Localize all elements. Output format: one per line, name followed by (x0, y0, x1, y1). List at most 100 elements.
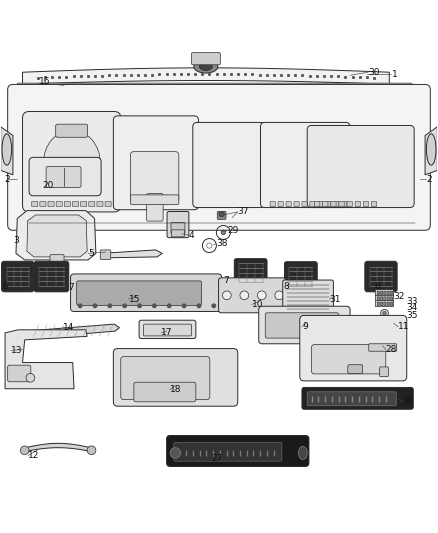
FancyBboxPatch shape (371, 201, 377, 207)
Text: 3: 3 (13, 236, 19, 245)
FancyBboxPatch shape (390, 297, 392, 300)
Circle shape (258, 291, 266, 300)
Text: 7: 7 (68, 283, 74, 292)
FancyBboxPatch shape (363, 201, 368, 207)
Circle shape (221, 230, 226, 235)
FancyBboxPatch shape (377, 291, 379, 295)
Text: 6: 6 (374, 281, 380, 290)
Text: 6: 6 (2, 281, 8, 290)
FancyBboxPatch shape (17, 83, 412, 88)
Circle shape (332, 321, 342, 332)
FancyBboxPatch shape (323, 201, 328, 207)
FancyBboxPatch shape (259, 306, 350, 344)
FancyBboxPatch shape (193, 123, 265, 207)
Text: 36: 36 (403, 397, 414, 406)
FancyBboxPatch shape (310, 201, 315, 207)
FancyBboxPatch shape (167, 212, 189, 238)
FancyBboxPatch shape (390, 291, 392, 295)
FancyBboxPatch shape (71, 274, 222, 311)
FancyBboxPatch shape (318, 201, 323, 207)
Circle shape (240, 291, 249, 300)
Text: 29: 29 (227, 226, 239, 235)
FancyBboxPatch shape (64, 201, 71, 207)
FancyBboxPatch shape (384, 297, 386, 300)
Polygon shape (5, 330, 87, 389)
Circle shape (123, 304, 127, 308)
FancyBboxPatch shape (144, 324, 191, 336)
FancyBboxPatch shape (261, 123, 350, 207)
FancyBboxPatch shape (387, 297, 389, 300)
FancyBboxPatch shape (100, 250, 111, 260)
FancyBboxPatch shape (380, 367, 389, 376)
FancyBboxPatch shape (348, 365, 363, 374)
Text: 32: 32 (394, 292, 405, 301)
Text: 14: 14 (63, 323, 74, 332)
FancyBboxPatch shape (173, 442, 282, 461)
FancyBboxPatch shape (131, 152, 179, 203)
Ellipse shape (199, 62, 212, 70)
FancyBboxPatch shape (294, 201, 299, 207)
Circle shape (93, 304, 97, 308)
FancyBboxPatch shape (342, 201, 347, 207)
Circle shape (381, 309, 389, 317)
Circle shape (152, 304, 156, 308)
FancyBboxPatch shape (307, 392, 396, 406)
Text: 7: 7 (223, 276, 229, 285)
FancyBboxPatch shape (314, 201, 320, 207)
FancyBboxPatch shape (375, 295, 394, 302)
FancyBboxPatch shape (270, 201, 276, 207)
FancyBboxPatch shape (29, 157, 101, 196)
FancyBboxPatch shape (355, 201, 360, 207)
FancyBboxPatch shape (22, 111, 121, 212)
Circle shape (78, 304, 82, 308)
FancyBboxPatch shape (326, 201, 331, 207)
FancyBboxPatch shape (234, 259, 267, 287)
FancyBboxPatch shape (113, 116, 198, 210)
FancyBboxPatch shape (377, 302, 379, 305)
FancyBboxPatch shape (285, 262, 317, 292)
FancyBboxPatch shape (147, 193, 163, 221)
FancyBboxPatch shape (387, 302, 389, 305)
Circle shape (167, 304, 171, 308)
Polygon shape (25, 324, 120, 337)
FancyBboxPatch shape (302, 201, 307, 207)
FancyBboxPatch shape (375, 301, 394, 306)
Text: 16: 16 (39, 77, 50, 86)
FancyBboxPatch shape (300, 316, 407, 381)
FancyBboxPatch shape (334, 201, 339, 207)
Circle shape (138, 304, 141, 308)
FancyBboxPatch shape (46, 166, 81, 188)
Text: 10: 10 (252, 300, 263, 309)
FancyBboxPatch shape (217, 212, 226, 220)
Polygon shape (101, 250, 162, 258)
FancyBboxPatch shape (331, 201, 336, 207)
FancyBboxPatch shape (286, 201, 291, 207)
Text: 33: 33 (407, 297, 418, 306)
Ellipse shape (298, 446, 307, 459)
Text: 17: 17 (161, 328, 173, 337)
FancyBboxPatch shape (105, 201, 111, 207)
Circle shape (197, 304, 201, 308)
Text: 11: 11 (398, 322, 410, 331)
Text: 2: 2 (426, 175, 432, 184)
FancyBboxPatch shape (56, 201, 62, 207)
FancyBboxPatch shape (390, 302, 392, 305)
FancyBboxPatch shape (381, 297, 383, 300)
Circle shape (26, 374, 35, 382)
FancyBboxPatch shape (8, 365, 31, 382)
Polygon shape (27, 215, 87, 257)
Text: 30: 30 (368, 68, 379, 77)
FancyBboxPatch shape (2, 261, 34, 292)
Text: 27: 27 (212, 454, 223, 463)
Text: 4: 4 (188, 231, 194, 239)
FancyBboxPatch shape (191, 53, 220, 65)
FancyBboxPatch shape (32, 201, 38, 207)
Text: 5: 5 (88, 249, 94, 258)
Polygon shape (425, 127, 437, 175)
Text: 37: 37 (238, 207, 249, 216)
Text: 34: 34 (407, 303, 418, 312)
FancyBboxPatch shape (311, 345, 386, 374)
Circle shape (275, 291, 284, 300)
FancyBboxPatch shape (166, 435, 309, 466)
Text: 2: 2 (4, 175, 10, 184)
